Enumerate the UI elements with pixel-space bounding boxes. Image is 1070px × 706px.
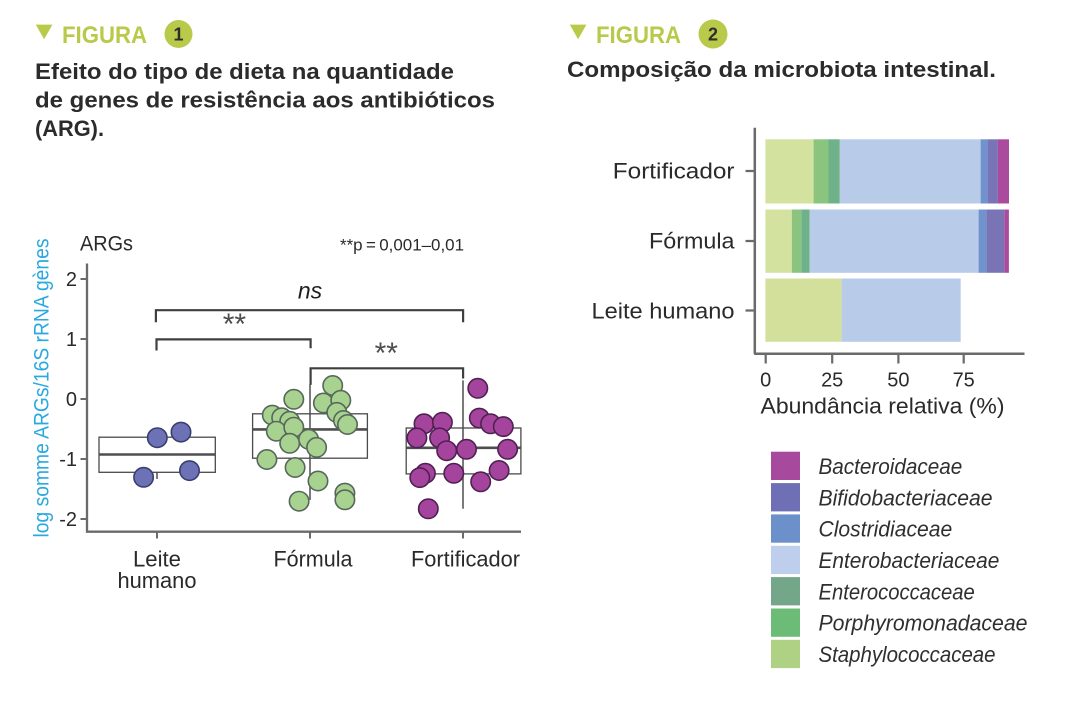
svg-text:-1: -1: [59, 449, 77, 471]
svg-text:(ARG).: (ARG).: [35, 116, 104, 141]
svg-text:75: 75: [953, 370, 975, 392]
svg-text:Efeito do tipo de dieta na qua: Efeito do tipo de dieta na quantidade: [35, 59, 454, 84]
svg-text:Leite humano: Leite humano: [592, 299, 735, 324]
svg-text:**p = 0,001–0,01: **p = 0,001–0,01: [340, 236, 464, 255]
svg-text:humano: humano: [118, 568, 197, 593]
svg-text:Staphylococcaceae: Staphylococcaceae: [819, 642, 996, 667]
svg-text:2: 2: [66, 269, 77, 291]
svg-text:25: 25: [821, 370, 843, 392]
svg-text:Porphyromonadaceae: Porphyromonadaceae: [819, 611, 1028, 636]
svg-text:0: 0: [66, 389, 77, 411]
svg-text:Composição da microbiota intes: Composição da microbiota intestinal.: [567, 57, 996, 82]
svg-text:Fortificador: Fortificador: [613, 159, 735, 184]
svg-text:0: 0: [760, 370, 771, 392]
svg-text:FIGURA: FIGURA: [596, 22, 681, 49]
svg-text:de genes de resistência aos an: de genes de resistência aos antibióticos: [35, 88, 495, 113]
svg-text:Bacteroidaceae: Bacteroidaceae: [819, 454, 963, 479]
svg-text:Bifidobacteriaceae: Bifidobacteriaceae: [819, 485, 993, 510]
svg-text:log somme ARGs/16S rRNA gènes: log somme ARGs/16S rRNA gènes: [31, 239, 54, 538]
svg-text:Leite: Leite: [133, 547, 181, 572]
svg-text:Enterococcaceae: Enterococcaceae: [819, 579, 975, 604]
svg-text:50: 50: [887, 370, 909, 392]
svg-text:Enterobacteriaceae: Enterobacteriaceae: [819, 548, 1000, 573]
svg-text:1: 1: [66, 329, 77, 351]
svg-text:Abundância relativa (%): Abundância relativa (%): [761, 394, 1005, 419]
svg-text:**: **: [375, 337, 399, 370]
svg-text:Clostridiaceae: Clostridiaceae: [819, 517, 953, 542]
svg-text:Fortificador: Fortificador: [411, 547, 520, 572]
svg-text:Fórmula: Fórmula: [274, 547, 354, 572]
svg-text:ARGs: ARGs: [80, 233, 133, 256]
svg-text:FIGURA: FIGURA: [62, 22, 147, 49]
svg-text:-2: -2: [59, 509, 77, 531]
svg-text:Fórmula: Fórmula: [649, 229, 735, 254]
svg-text:**: **: [223, 308, 247, 341]
svg-text:2: 2: [708, 25, 718, 45]
svg-text:1: 1: [173, 25, 183, 45]
svg-text:ns: ns: [298, 277, 323, 303]
